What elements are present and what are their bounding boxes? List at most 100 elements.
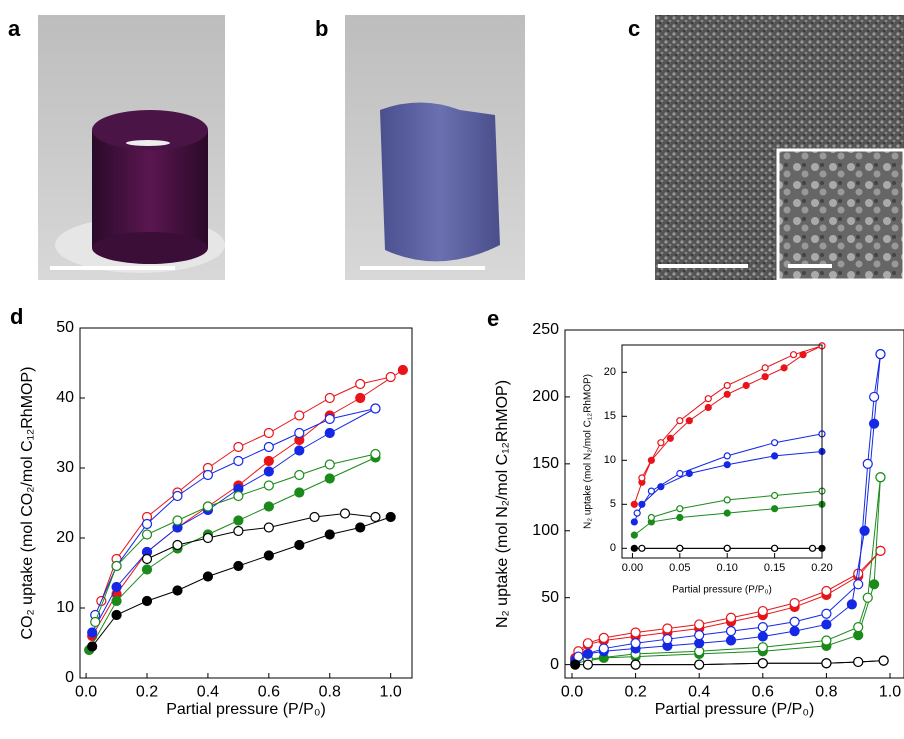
data-point [295,446,304,455]
data-point [356,380,365,389]
data-point [264,551,273,560]
data-point [677,471,683,477]
data-point [648,488,654,494]
data-point [295,411,304,420]
data-point [88,628,97,637]
data-point [356,523,365,532]
y-tick-label: 150 [532,455,559,472]
data-point [234,562,243,571]
series-line [92,517,390,647]
series-line [92,370,403,636]
data-point [234,516,243,525]
series-line [95,409,375,616]
data-point [758,659,767,668]
data-point [790,617,799,626]
data-point [325,460,334,469]
data-point [264,467,273,476]
x-tick-label: 0.8 [319,684,341,701]
x-tick-label: 0.15 [764,562,785,574]
data-point [879,656,888,665]
data-point [724,510,730,516]
x-axis-label: Partial pressure (P/P₀) [672,585,772,596]
page: a b c 0.00.20.40.60.81.001020304050Parti… [0,0,904,739]
data-point [791,352,797,358]
y-axis-label: CO₂ uptake (mol CO₂/mol C₁₂RhMOP) [19,367,36,640]
data-point [631,628,640,637]
data-point [822,620,831,629]
data-point [810,545,816,551]
data-point [234,457,243,466]
data-point [724,391,730,397]
data-point [863,593,872,602]
data-point [295,541,304,550]
data-point [772,440,778,446]
data-point [325,394,334,403]
data-point [743,382,749,388]
data-point [724,453,730,459]
data-point [705,404,711,410]
data-point [847,600,856,609]
data-point [310,513,319,522]
data-point [772,493,778,499]
panel-label: b [315,16,328,41]
data-point [295,471,304,480]
data-point [234,492,243,501]
data-point [686,418,692,424]
data-point [727,613,736,622]
data-point [695,660,704,669]
data-point [790,627,799,636]
panel-label: c [628,16,640,41]
data-point [860,526,869,535]
data-point [143,530,152,539]
data-point [631,660,640,669]
data-point [677,545,683,551]
x-tick-label: 0.20 [811,562,832,574]
data-point [631,532,637,538]
data-point [724,497,730,503]
x-tick-label: 1.0 [380,684,402,701]
y-tick-label: 10 [604,454,616,466]
data-point [371,450,380,459]
data-point [854,580,863,589]
data-point [634,510,640,516]
y-tick-label: 0 [550,656,559,673]
inset-background [622,345,822,558]
data-point [264,502,273,511]
data-point [112,611,121,620]
data-point [677,515,683,521]
data-point [758,643,767,652]
data-point [870,580,879,589]
data-point [677,506,683,512]
data-point [870,392,879,401]
data-point [356,394,365,403]
data-point [143,555,152,564]
data-point [758,623,767,632]
x-tick-label: 0.2 [624,684,646,701]
data-point [781,365,787,371]
data-point [772,545,778,551]
y-tick-label: 50 [56,319,74,336]
x-tick-label: 0.0 [75,684,97,701]
data-point [648,515,654,521]
x-tick-label: 0.8 [815,684,837,701]
data-point [758,632,767,641]
data-point [658,440,664,446]
y-tick-label: 0 [610,542,616,554]
x-tick-label: 0.00 [622,562,643,574]
data-point [758,607,767,616]
data-point [724,545,730,551]
data-point [599,633,608,642]
data-point [599,644,608,653]
x-tick-label: 0.6 [752,684,774,701]
data-point [639,475,645,481]
y-tick-label: 30 [56,459,74,476]
data-point [325,474,334,483]
data-point [876,473,885,482]
data-point [295,429,304,438]
data-point [695,631,704,640]
y-axis-label: N₂ uptake (mol N₂/mol C₁₂RhMOP) [494,380,511,628]
data-point [583,639,592,648]
data-point [325,415,334,424]
x-axis-label: Partial pressure (P/P₀) [655,701,815,718]
panel-label: d [10,304,23,329]
